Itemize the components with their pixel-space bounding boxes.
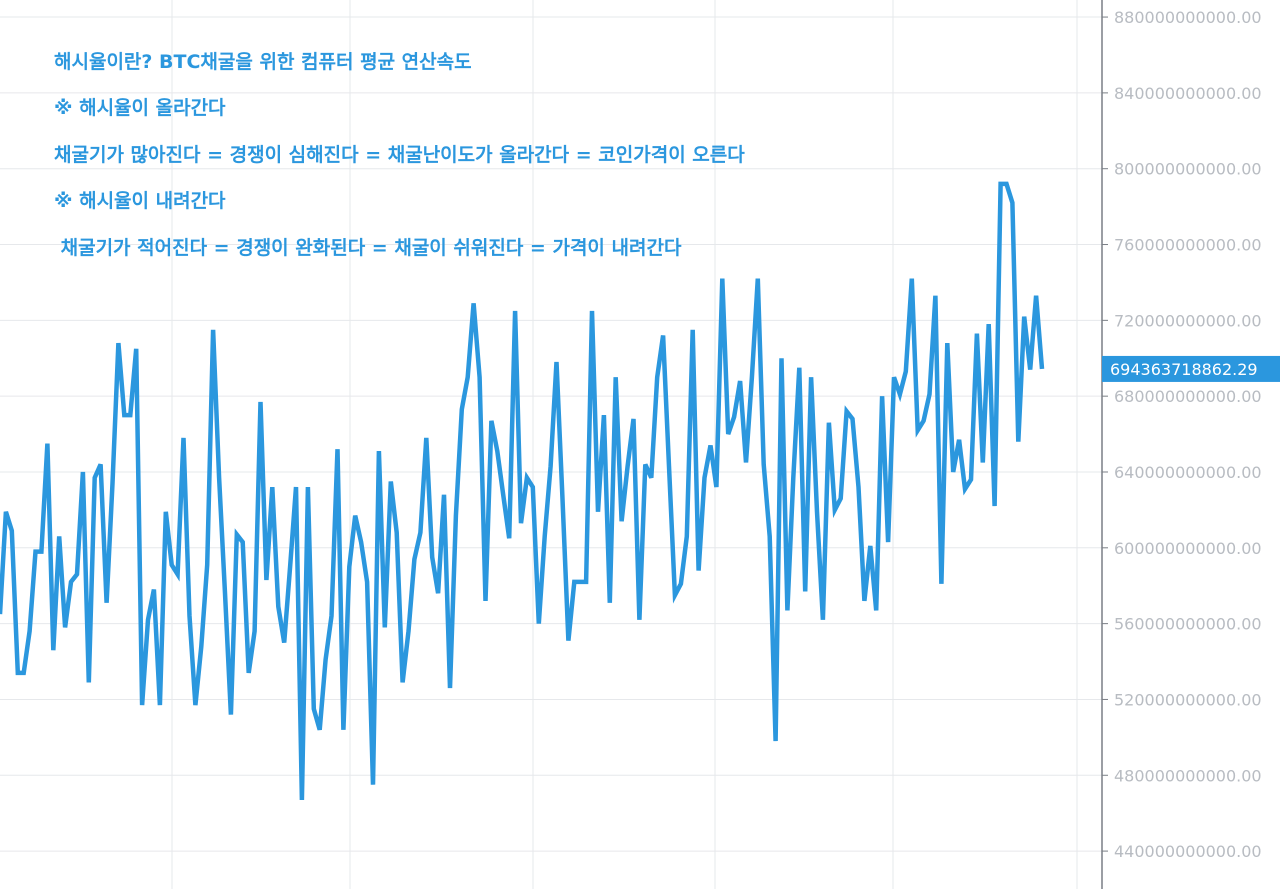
y-tick-label: 480000000000.00 [1114, 766, 1262, 785]
last-value-badge: 694363718862.29 [1102, 355, 1280, 382]
series-group [0, 181, 1045, 800]
y-tick-label: 760000000000.00 [1114, 236, 1262, 255]
y-tick-label: 800000000000.00 [1114, 160, 1262, 179]
last-value-label: 694363718862.29 [1110, 360, 1258, 379]
y-tick-label: 880000000000.00 [1114, 8, 1262, 27]
y-axis-ticks: 440000000000.00 480000000000.00 5200000000… [1102, 8, 1262, 861]
annotation-line: ※ 해시율이 올라간다 [54, 97, 226, 119]
y-tick-label: 720000000000.00 [1114, 311, 1262, 330]
y-tick-label: 680000000000.00 [1114, 387, 1262, 406]
series-line [0, 181, 1045, 800]
annotation-line: 해시율이란? BTC채굴을 위한 컴퓨터 평균 연산속도 [54, 51, 472, 73]
y-tick-label: 640000000000.00 [1114, 463, 1262, 482]
annotation-line: ※ 해시율이 내려간다 [54, 190, 226, 212]
last-value-badge-bg [1102, 355, 1280, 382]
y-tick-label: 520000000000.00 [1114, 690, 1262, 709]
annotation-block: 해시율이란? BTC채굴을 위한 컴퓨터 평균 연산속도 ※ 해시율이 올라간다… [54, 51, 745, 259]
y-tick-label: 440000000000.00 [1114, 842, 1262, 861]
annotation-line: 채굴기가 많아진다 = 경쟁이 심해진다 = 채굴난이도가 올라간다 = 코인가… [54, 144, 745, 166]
y-tick-label: 840000000000.00 [1114, 84, 1262, 103]
y-tick-label: 600000000000.00 [1114, 539, 1262, 558]
y-tick-label: 560000000000.00 [1114, 615, 1262, 634]
annotation-line: 채굴기가 적어진다 = 경쟁이 완화된다 = 채굴이 쉬워진다 = 가격이 내려… [54, 237, 682, 259]
